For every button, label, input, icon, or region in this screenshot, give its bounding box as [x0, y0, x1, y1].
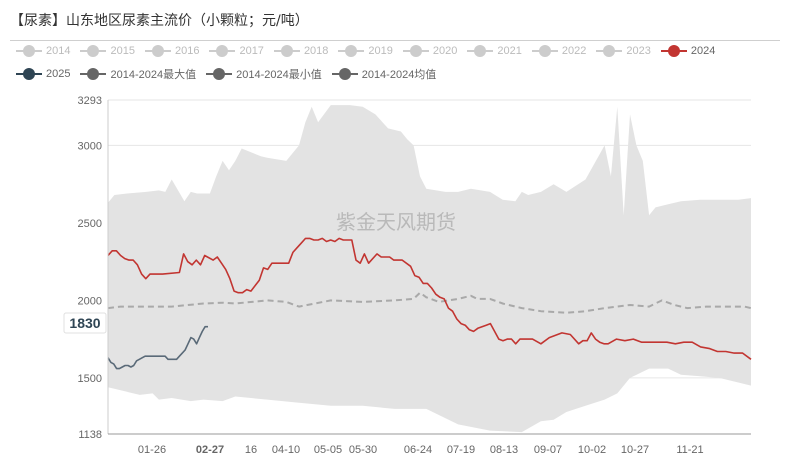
series-2025 [107, 325, 208, 370]
series-2014-2024均值 [107, 291, 752, 314]
x-tick-label: 05-30 [349, 444, 377, 456]
band-area [108, 105, 751, 433]
x-tick-label: 07-19 [447, 444, 475, 456]
y-tick-label: 3293 [78, 95, 102, 107]
x-axis-labels: 01-26 02-27 16 04-10 05-05 05-30 06-24 07-19 08-… [138, 444, 704, 456]
x-tick-label: 05-05 [314, 444, 342, 456]
legend-label: 2015 [110, 45, 135, 57]
legend-label: 2017 [239, 45, 264, 57]
legend-swatch [16, 67, 42, 81]
legend-item[interactable]: 2021 [467, 44, 522, 58]
legend-swatch [80, 67, 107, 81]
x-tick-label: 10-27 [621, 444, 649, 456]
legend-label: 2014-2024均值 [361, 69, 437, 81]
legend-item[interactable]: 2015 [80, 44, 135, 58]
x-tick-label: 06-24 [404, 444, 432, 456]
legend-swatch [80, 44, 107, 58]
legend-item[interactable]: 2014-2024最大值 [80, 66, 196, 82]
legend-swatch [273, 44, 300, 58]
x-tick-label: 10-02 [578, 444, 606, 456]
legend-row-1: 2014 2015 2016 2017 2018 2019 2020 2021 2022 2023… [16, 44, 725, 61]
y-tick-label: 2000 [78, 295, 102, 307]
axes [107, 100, 751, 435]
legend-label: 2014 [46, 45, 71, 57]
series-lines [107, 237, 752, 370]
legend-row-2: 2025 2014-2024最大值 2014-2024最小值 2014-2024均值 [16, 66, 446, 84]
x-tick-label: 08-13 [490, 444, 518, 456]
legend-item[interactable]: 2016 [144, 44, 200, 58]
legend-item[interactable]: 2018 [273, 44, 329, 58]
legend-item[interactable]: 2023 [596, 44, 651, 58]
legend-swatch [144, 44, 171, 58]
legend-item[interactable]: 2025 [16, 67, 70, 81]
legend-swatch [209, 44, 236, 58]
x-tick-label: 02-27 [196, 444, 224, 456]
legend-swatch [596, 44, 623, 58]
x-tick-label: 16 [245, 444, 257, 456]
title-divider [10, 40, 780, 41]
legend-swatch [660, 44, 687, 58]
legend-label: 2016 [174, 45, 200, 57]
y-axis-labels: 1138 1500 2000 2500 3000 3293 [78, 95, 102, 441]
y-tick-label: 1500 [78, 373, 102, 385]
x-tick-label: 11-21 [676, 444, 703, 456]
legend-label: 2019 [368, 45, 393, 57]
legend-swatch [16, 44, 42, 58]
watermark: 紫金天风期货 [336, 210, 456, 234]
legend-label: 2021 [497, 45, 522, 57]
x-tick-label: 01-26 [138, 444, 166, 456]
legend-item[interactable]: 2014-2024均值 [331, 66, 437, 82]
y-tick-label: 3000 [78, 140, 102, 152]
legend-label: 2025 [46, 68, 71, 80]
legend-swatch [531, 44, 558, 58]
legend-item[interactable]: 2014-2024最小值 [206, 66, 322, 82]
legend-item[interactable]: 2022 [531, 44, 587, 58]
y-tick-label: 1138 [78, 429, 102, 441]
legend-item[interactable]: 2024 [660, 44, 716, 58]
legend-item[interactable]: 2017 [209, 44, 264, 58]
current-value-label: 1830 [63, 312, 107, 334]
series-2024 [107, 237, 752, 360]
legend-swatch [467, 44, 494, 58]
legend-swatch [402, 44, 429, 58]
legend-swatch [338, 44, 365, 58]
x-tick-label: 09-07 [534, 444, 562, 456]
legend-label: 2024 [690, 45, 716, 57]
x-tick-label: 04-10 [272, 444, 300, 456]
legend-label: 2014-2024最小值 [236, 69, 322, 81]
legend-label: 2014-2024最大值 [110, 69, 197, 81]
legend-item[interactable]: 2019 [338, 44, 393, 58]
legend-item[interactable]: 2020 [402, 44, 458, 58]
legend-item[interactable]: 2014 [16, 44, 70, 58]
legend-label: 2018 [303, 45, 329, 57]
current-value-text: 1830 [69, 315, 100, 331]
legend-swatch [331, 67, 358, 81]
chart-title: 【尿素】山东地区尿素主流价（小颗粒；元/吨） [10, 13, 309, 29]
legend-label: 2020 [432, 45, 458, 57]
legend-label: 2022 [561, 45, 587, 57]
legend-label: 2023 [626, 45, 651, 57]
max-min-band [108, 105, 751, 433]
legend-swatch [206, 67, 233, 81]
y-tick-label: 2500 [78, 218, 102, 230]
